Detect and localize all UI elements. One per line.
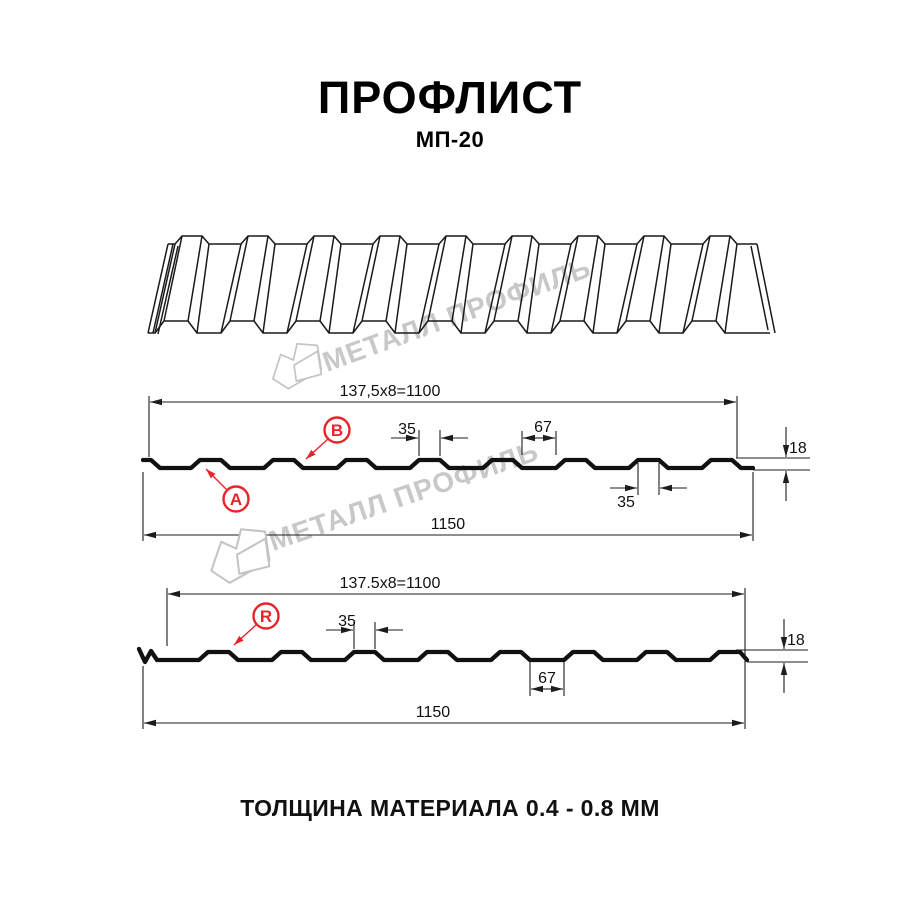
sheet-3d-right-cut-edge	[750, 243, 776, 334]
dim-total-width-2: 1150	[416, 704, 451, 721]
callout-labels: A B R	[205, 416, 351, 646]
metall-profil-logo	[200, 521, 279, 589]
callout-r-letter: R	[260, 607, 272, 626]
sheet-3d-left-cut-edge	[147, 243, 179, 335]
profile-outline-2	[136, 646, 750, 665]
cross-section-1: 137,5x8=1100 1150 35 67 35 18	[140, 383, 810, 541]
metall-profil-logo	[263, 336, 329, 394]
dim-length-formula-1: 137,5x8=1100	[340, 383, 441, 400]
dim-top-flange-1: 35	[398, 421, 416, 438]
callout-b-letter: B	[331, 421, 343, 440]
dim-height-2: 18	[787, 632, 805, 649]
dim-bottom-flange-1: 35	[617, 494, 635, 511]
dim-total-width-1: 1150	[431, 516, 466, 533]
callout-a: A	[205, 468, 250, 513]
callout-r: R	[233, 602, 280, 646]
dim-top-flange-2: 35	[338, 613, 356, 630]
sheet-3d-front-edge	[148, 320, 770, 334]
sheet-3d-back-edge	[168, 235, 757, 245]
cross-section-2: 137.5x8=1100 1150 35 67 18	[136, 575, 808, 729]
dim-valley-2: 67	[538, 670, 556, 687]
callout-b: B	[305, 416, 351, 460]
watermark-text: МЕТАЛЛ ПРОФИЛЬ	[265, 435, 543, 556]
profile-outline-1	[140, 457, 756, 471]
page-subtitle: МП-20	[415, 127, 485, 152]
footer-note: ТОЛЩИНА МАТЕРИАЛА 0.4 - 0.8 ММ	[240, 795, 660, 821]
dim-length-formula-2: 137.5x8=1100	[340, 575, 441, 592]
dim-height-1: 18	[789, 440, 807, 457]
watermark-text-layer: МЕТАЛЛ ПРОФИЛЬ МЕТАЛЛ ПРОФИЛЬ	[265, 252, 595, 557]
watermark-text: МЕТАЛЛ ПРОФИЛЬ	[318, 252, 595, 378]
page-title: ПРОФЛИСТ	[317, 72, 583, 123]
sheet-3d-view	[147, 235, 776, 335]
callout-a-letter: A	[230, 490, 242, 509]
dim-valley-1: 67	[534, 419, 552, 436]
